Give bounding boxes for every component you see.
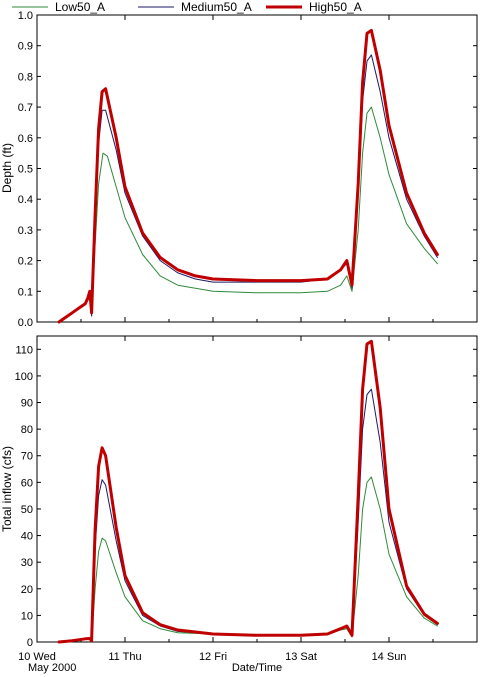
inflow-ytick-label: 30 — [21, 557, 33, 569]
inflow-ytick-label: 90 — [21, 398, 33, 410]
x-axis-label: Date/Time — [232, 662, 282, 674]
inflow-series-low50-a — [58, 476, 438, 643]
inflow-ytick-label: 110 — [15, 344, 33, 356]
inflow-ytick-label: 60 — [21, 477, 33, 489]
inflow-ytick-label: 40 — [21, 531, 33, 543]
legend: Low50_A Medium50_A High50_A — [12, 0, 362, 14]
depth-series-medium50-a — [58, 54, 438, 323]
inflow-ytick-label: 10 — [21, 610, 33, 622]
x-tick-label: 10 Wed — [18, 651, 56, 663]
x-tick-label: 11 Thu — [108, 651, 141, 663]
depth-ytick-label: 0.3 — [18, 225, 33, 237]
depth-ytick-label: 0.9 — [18, 41, 33, 53]
inflow-ytick-label: 0 — [27, 637, 33, 649]
legend-item-high: High50_A — [266, 0, 362, 14]
x-tick-label: 13 Sat — [285, 651, 317, 663]
depth-series-high50-a — [57, 28, 439, 324]
x-axis-date-note: May 2000 — [28, 662, 76, 674]
inflow-y-axis-label: Total inflow (cfs) — [0, 446, 14, 532]
inflow-series-high50-a — [57, 339, 439, 644]
depth-ytick-label: 0.4 — [18, 194, 33, 206]
legend-label-medium: Medium50_A — [181, 0, 252, 14]
depth-plot-frame — [36, 14, 478, 323]
depth-ytick-label: 0.2 — [18, 256, 33, 268]
depth-ytick-label: 0.6 — [18, 133, 33, 145]
legend-label-high: High50_A — [309, 0, 362, 14]
depth-ytick-label: 0.5 — [18, 164, 33, 176]
x-tick-label: 14 Sun — [372, 651, 407, 663]
inflow-ytick-label: 100 — [15, 371, 33, 383]
inflow-panel: Total inflow (cfs) 0 10 20 30 40 50 60 70 80 90 10… — [0, 335, 478, 649]
depth-ytick-label: 0.0 — [18, 317, 33, 329]
depth-ytick-label: 0.7 — [18, 102, 33, 114]
inflow-ytick-label: 70 — [21, 451, 33, 463]
x-axis: May 2000 Date/Time 10 Wed 11 Thu 12 Fri 13 … — [18, 651, 406, 674]
x-tick-label: 12 Fri — [199, 651, 227, 663]
inflow-ytick-label: 20 — [21, 584, 33, 596]
inflow-ytick-label: 80 — [21, 424, 33, 436]
depth-ytick-label: 0.8 — [18, 71, 33, 83]
legend-item-medium: Medium50_A — [138, 0, 252, 14]
depth-panel: Depth (ft) 0.0 0.1 0.2 0.3 0.4 0.5 0.6 0.7 0.8 0.… — [0, 10, 478, 329]
inflow-ytick-label: 50 — [21, 504, 33, 516]
depth-ytick-label: 0.1 — [18, 286, 33, 298]
legend-item-low: Low50_A — [12, 0, 105, 14]
depth-ytick-label: 1.0 — [18, 10, 33, 22]
legend-label-low: Low50_A — [55, 0, 105, 14]
depth-y-axis-label: Depth (ft) — [0, 143, 14, 193]
